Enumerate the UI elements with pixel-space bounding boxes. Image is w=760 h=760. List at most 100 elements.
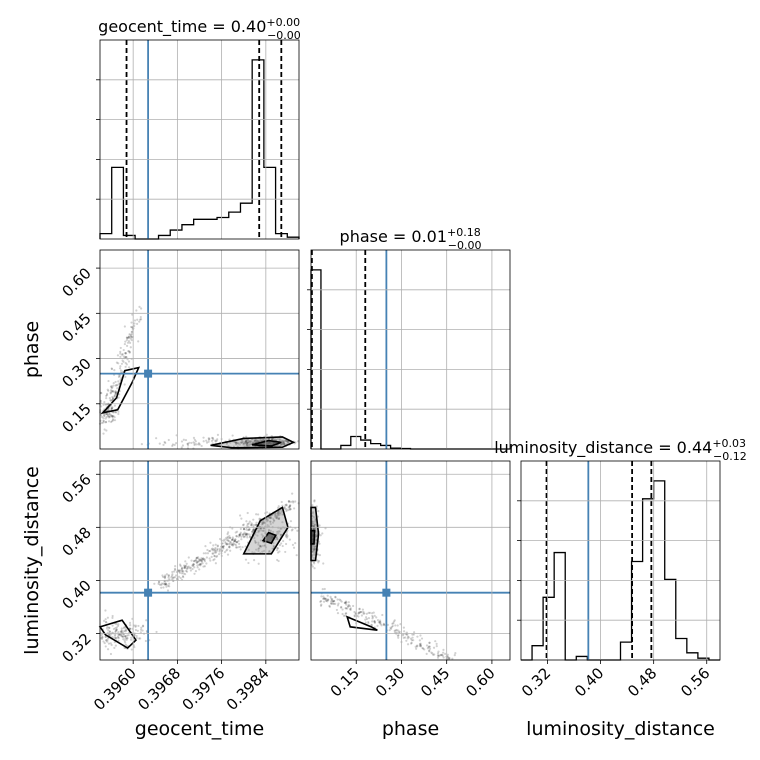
scatter-point (112, 390, 115, 393)
scatter-point (312, 515, 315, 519)
scatter-point (138, 305, 141, 308)
scatter-point (212, 548, 215, 551)
scatter-point (138, 320, 141, 323)
scatter-point (182, 438, 185, 441)
scatter-point (222, 547, 225, 550)
scatter-point (442, 651, 445, 654)
scatter-point (230, 538, 234, 541)
scatter-point (110, 390, 113, 393)
scatter-point (313, 547, 316, 551)
scatter-point (106, 625, 109, 629)
density-contour (251, 439, 282, 447)
scatter-point (167, 584, 170, 587)
scatter-point (248, 527, 251, 531)
scatter-point (311, 512, 314, 515)
scatter-point (124, 635, 127, 638)
scatter-point (427, 645, 431, 648)
scatter-point (208, 437, 211, 440)
scatter-point (113, 369, 116, 372)
scatter-point (161, 574, 164, 577)
scatter-point (213, 554, 216, 557)
scatter-point (182, 575, 185, 579)
scatter-panel-phase-luminosity_distance (309, 461, 510, 661)
scatter-point (108, 396, 111, 400)
scatter-point (373, 621, 376, 624)
scatter-point (201, 558, 204, 561)
scatter-point (340, 600, 343, 603)
scatter-point (255, 440, 259, 443)
scatter-point (106, 388, 109, 391)
scatter-point (133, 319, 137, 322)
scatter-point (318, 524, 321, 527)
scatter-point (114, 410, 117, 414)
scatter-point (318, 542, 321, 545)
scatter-point (128, 627, 131, 630)
scatter-point (245, 442, 248, 445)
scatter-point (357, 615, 360, 618)
scatter-point (229, 541, 232, 544)
scatter-point (127, 340, 131, 343)
scatter-point (312, 527, 315, 530)
scatter-point (114, 390, 117, 394)
scatter-point (105, 412, 108, 416)
scatter-point (145, 619, 148, 622)
scatter-point (439, 654, 442, 657)
scatter-point (288, 505, 292, 508)
density-contour (100, 366, 141, 415)
scatter-point (111, 624, 114, 627)
scatter-point (272, 519, 276, 522)
scatter-point (402, 636, 405, 639)
scatter-point (213, 549, 217, 552)
scatter-point (311, 550, 314, 553)
scatter-point (208, 550, 211, 553)
scatter-point (120, 627, 123, 630)
scatter-point (157, 581, 161, 584)
scatter-point (108, 626, 111, 630)
scatter-point (276, 512, 280, 515)
scatter-point (260, 523, 263, 526)
scatter-point (288, 504, 291, 507)
scatter-point (121, 352, 124, 356)
scatter-point (101, 636, 104, 639)
scatter-point (113, 634, 117, 637)
scatter-point (217, 552, 221, 556)
scatter-point (167, 438, 170, 442)
scatter-point (124, 356, 127, 359)
scatter-point (339, 606, 343, 609)
scatter-point (334, 595, 337, 598)
title-lower-error: −0.00 (448, 239, 482, 252)
scatter-point (247, 441, 250, 444)
scatter-point (287, 508, 290, 512)
scatter-point (247, 548, 250, 551)
scatter-point (254, 541, 257, 544)
scatter-point (253, 536, 256, 540)
scatter-point (173, 570, 176, 573)
scatter-point (101, 637, 104, 640)
title-value: geocent_time = 0.40 (98, 17, 266, 37)
scatter-point (105, 638, 108, 642)
scatter-point (110, 406, 113, 410)
scatter-point (258, 528, 262, 531)
scatter-point (192, 563, 195, 566)
scatter-point (139, 631, 142, 634)
scatter-point (192, 562, 195, 566)
scatter-point (248, 440, 251, 443)
scatter-point (192, 441, 195, 444)
scatter-point (278, 513, 281, 517)
scatter-point (277, 512, 280, 515)
scatter-point (327, 598, 330, 602)
scatter-point (320, 603, 323, 606)
scatter-point (286, 536, 289, 539)
scatter-point (249, 535, 252, 538)
panel-frame (310, 460, 511, 661)
scatter-point (271, 521, 275, 524)
scatter-point (125, 638, 128, 641)
scatter-point (370, 612, 374, 615)
scatter-point (262, 529, 266, 532)
scatter-point (190, 559, 193, 562)
scatter-point (111, 614, 114, 618)
scatter-point (252, 528, 255, 531)
scatter-point (182, 572, 185, 575)
scatter-point (121, 635, 125, 638)
scatter-point (102, 403, 105, 406)
